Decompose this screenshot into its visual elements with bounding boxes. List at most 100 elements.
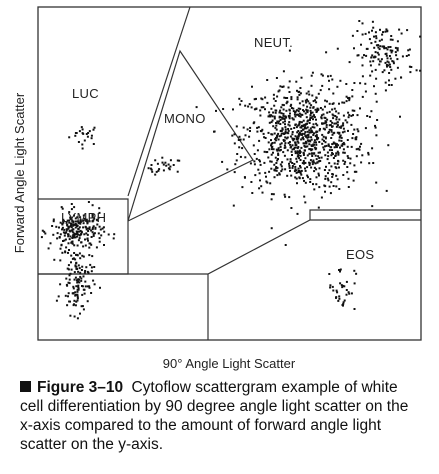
scatter-point	[68, 282, 71, 285]
scatter-point	[282, 139, 285, 141]
scatter-point	[373, 46, 376, 49]
scatter-point	[311, 71, 314, 74]
scatter-point	[332, 173, 334, 176]
scatter-point	[302, 152, 305, 155]
scatter-point	[102, 226, 105, 229]
scatter-point	[260, 106, 263, 109]
scatter-point	[299, 170, 302, 173]
scatter-point	[281, 116, 284, 119]
scatter-point	[356, 128, 359, 131]
scatter-point	[79, 216, 82, 219]
scatter-point	[61, 223, 64, 226]
scatter-point	[66, 219, 69, 222]
scatter-point	[325, 144, 328, 147]
scatter-point	[297, 133, 300, 136]
scatter-point	[338, 139, 341, 142]
scatter-point	[381, 33, 384, 36]
scatter-point	[386, 65, 388, 68]
scatter-point	[327, 143, 330, 146]
scatter-point	[305, 141, 308, 144]
scatter-point	[367, 151, 370, 154]
scatter-point	[72, 223, 75, 226]
scatter-point	[313, 116, 316, 119]
scatter-point	[297, 107, 300, 110]
scatter-point	[289, 160, 292, 163]
scatter-point	[84, 270, 87, 272]
scatter-point	[303, 127, 306, 130]
scatter-point	[270, 114, 273, 117]
scatter-point	[74, 217, 77, 220]
scatter-point	[306, 145, 309, 148]
scatter-point	[284, 126, 287, 129]
scatter-point	[377, 44, 380, 47]
scatter-point	[285, 109, 288, 112]
scatter-point	[384, 61, 387, 64]
scatter-point	[297, 167, 300, 170]
scatter-point	[313, 152, 315, 155]
scatter-point	[332, 157, 335, 159]
scatter-point	[301, 113, 304, 116]
scatter-point	[342, 301, 345, 304]
scatter-point	[303, 149, 306, 152]
scatter-point	[87, 239, 89, 242]
scatter-point	[86, 237, 89, 240]
scatter-point	[75, 300, 78, 303]
scatter-point	[391, 38, 394, 41]
scatter-point	[351, 95, 354, 98]
scatter-point	[65, 277, 68, 280]
scatter-point	[254, 174, 257, 177]
scatter-point	[419, 69, 422, 72]
scatter-point	[340, 284, 343, 287]
x-axis-label: 90° Angle Light Scatter	[163, 356, 296, 371]
scatter-point	[296, 136, 299, 139]
scatter-point	[304, 99, 307, 102]
scatter-point	[336, 150, 339, 153]
scatter-point	[396, 49, 399, 52]
scatter-point	[324, 105, 326, 108]
scatter-point	[82, 219, 85, 222]
scatter-point	[297, 141, 300, 144]
scatter-point	[277, 154, 280, 156]
scatter-point	[315, 122, 318, 125]
scatter-point	[270, 144, 272, 147]
scatter-point	[258, 159, 261, 162]
scatter-point	[387, 144, 390, 147]
scatter-point	[295, 80, 298, 83]
scatter-point	[72, 304, 75, 307]
scatter-point	[323, 169, 326, 171]
scatter-point	[79, 219, 82, 222]
scatter-point	[319, 151, 321, 154]
scatter-point	[331, 149, 333, 152]
scatter-point	[94, 226, 97, 229]
scatter-point	[341, 124, 344, 127]
scatter-point	[284, 115, 287, 118]
scatter-point	[79, 312, 81, 315]
scatter-point	[298, 112, 301, 115]
scatter-point	[151, 170, 154, 173]
scatter-point	[284, 168, 287, 171]
scatter-point	[269, 160, 272, 163]
scatter-point	[270, 167, 273, 170]
scatter-point	[65, 231, 68, 234]
scatter-point	[176, 170, 179, 173]
scatter-point	[350, 123, 353, 126]
scatter-point	[282, 112, 285, 115]
scatter-point	[88, 226, 91, 229]
scatter-point	[77, 141, 80, 143]
scatter-point	[346, 171, 349, 174]
scatter-point	[284, 136, 287, 139]
scatter-point	[304, 157, 307, 160]
scatter-point	[401, 55, 404, 58]
scatter-point	[284, 142, 287, 145]
scatter-point	[288, 91, 291, 93]
scatter-point	[90, 137, 93, 140]
scatter-point	[353, 47, 355, 50]
scatter-point	[315, 183, 318, 186]
scatter-point	[259, 179, 261, 182]
scatter-point	[399, 115, 401, 118]
scatter-point	[253, 160, 256, 163]
scatter-point	[286, 136, 289, 139]
scatter-point	[409, 71, 412, 74]
scatter-point	[359, 107, 361, 110]
scatter-point	[288, 166, 291, 169]
